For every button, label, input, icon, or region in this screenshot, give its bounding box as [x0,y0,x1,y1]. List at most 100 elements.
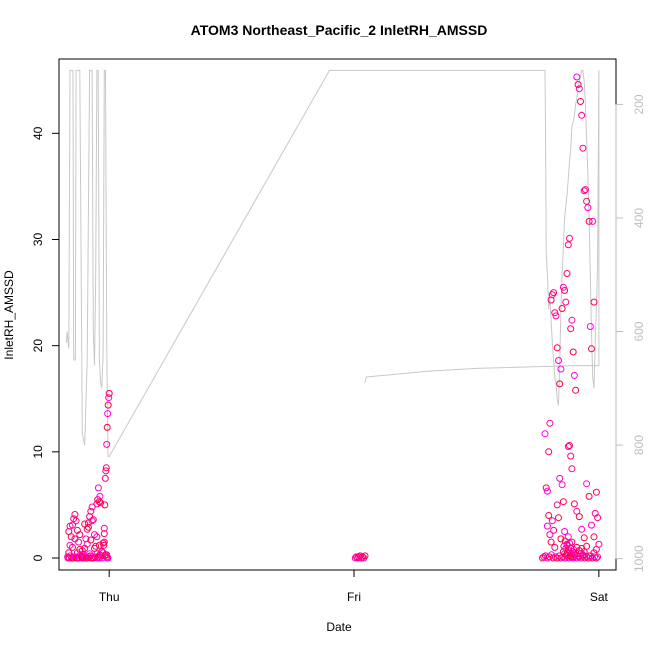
data-point [104,401,112,409]
data-point [564,241,572,249]
data-point [575,513,583,521]
data-point [594,514,602,522]
data-point [583,197,591,205]
data-point [546,419,554,427]
series-line-1 [65,69,600,457]
data-point [98,548,106,556]
data-point [102,467,110,475]
data-point [101,474,109,482]
data-point [95,498,103,506]
y-tick-label: 0 [31,554,45,561]
data-point [102,464,110,472]
data-point [547,296,555,304]
data-point [568,465,576,473]
data-point [570,500,578,508]
data-point [575,85,583,93]
data-point [556,474,564,482]
data-point [559,498,567,506]
data-point [90,554,98,562]
data-point [590,549,598,557]
data-point [105,389,113,397]
data-point [543,522,551,530]
data-point [91,544,98,552]
data-point [84,519,92,527]
data-point [104,410,112,418]
data-point [585,552,593,560]
data-point [583,480,591,488]
data-point [548,517,556,525]
data-point [73,554,81,562]
data-point [65,554,73,562]
data-point [103,551,111,559]
data-point [562,298,570,306]
data-point [578,111,586,119]
data-point [69,543,76,551]
chart-title: ATOM3 Northeast_Pacific_2 InletRH_AMSSD [191,22,488,38]
data-point [100,524,108,532]
data-point [572,386,580,394]
y-tick-label: 30 [31,232,45,246]
data-point [589,217,597,225]
right-tick-label: 600 [632,321,646,341]
data-point [558,481,566,489]
x-tick-label: Thu [99,590,120,604]
data-point [87,536,95,544]
data-point [566,234,573,242]
data-point [361,552,369,560]
data-point [569,348,577,356]
data-point [545,448,553,456]
data-point [574,81,582,88]
data-point [579,144,587,152]
data-point [594,553,602,561]
data-point [580,187,588,195]
data-point [541,430,549,438]
data-point [88,503,96,511]
x-axis: Thu Fri Sat [99,569,609,604]
data-point [93,533,101,541]
data-point [564,533,572,541]
data-point [103,440,111,448]
data-point [552,312,560,320]
data-point [585,217,593,225]
data-point [105,394,113,402]
data-point [545,512,553,519]
data-point [94,484,102,492]
data-point [72,517,80,525]
data-point [566,442,573,449]
right-tick-label: 800 [632,435,646,455]
data-point [101,501,109,509]
data-point [561,287,569,294]
data-point [557,535,565,543]
data-point [87,507,95,515]
data-point [559,283,567,291]
data-point [550,289,558,297]
data-point [557,365,565,373]
data-point [542,484,550,492]
data-point [560,542,568,550]
data-point [561,528,569,535]
data-point [556,380,564,388]
right-axis: 200 400 600 800 1000 [615,94,646,572]
data-point [585,492,593,500]
data-point [590,298,598,306]
plot-area [64,69,603,562]
data-point [577,98,584,105]
data-point [555,357,562,364]
y-axis-label: InletRH_AMSSD [2,270,16,360]
data-point [89,516,97,524]
data-point [103,554,111,562]
data-point [91,531,98,539]
data-point [81,520,89,528]
data-point [578,525,586,533]
data-point [80,554,88,562]
data-point [551,309,559,317]
data-point [588,521,595,529]
data-point [87,554,95,562]
data-point [100,538,108,546]
data-point [100,541,108,549]
data-point [71,535,79,543]
data-point [558,305,566,312]
right-tick-label: 1000 [632,545,646,572]
data-point [71,511,79,518]
data-point [590,533,598,541]
